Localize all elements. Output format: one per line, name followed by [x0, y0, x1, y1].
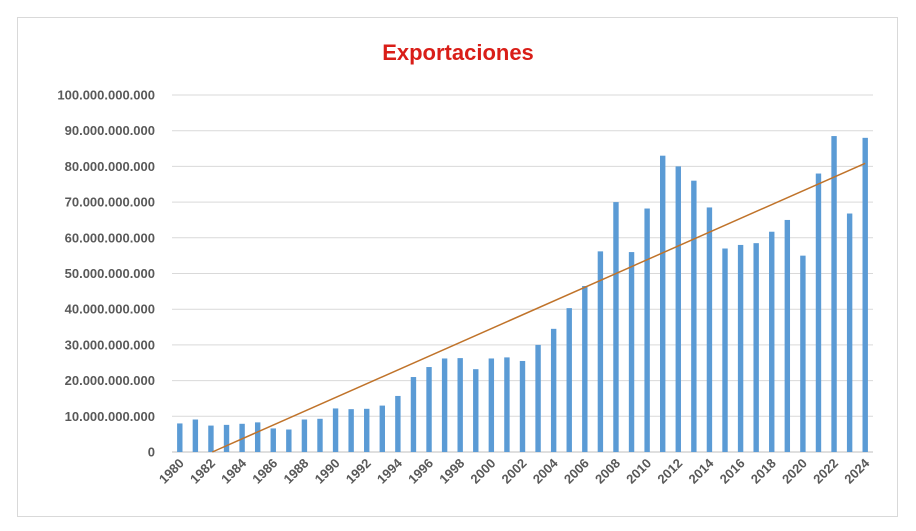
x-tick-label: 2024	[841, 455, 873, 487]
bar	[254, 422, 261, 452]
x-tick-label: 2014	[685, 455, 717, 487]
x-tick-label: 2020	[779, 456, 810, 487]
y-tick-label: 30.000.000.000	[65, 337, 155, 352]
bar	[800, 255, 806, 452]
x-tick-label: 1988	[280, 456, 311, 487]
bar	[410, 377, 417, 452]
bar	[706, 207, 713, 452]
bar	[644, 208, 650, 452]
x-axis: 1980 1982 1984 1986 1988 1990 1992 1994 1996 1998…	[156, 455, 873, 487]
bar	[348, 409, 354, 452]
bar	[722, 248, 728, 452]
x-tick-label: 2018	[748, 456, 779, 487]
bar	[395, 395, 401, 452]
x-tick-label: 2006	[561, 456, 592, 487]
bar	[737, 244, 744, 452]
y-tick-label: 40.000.000.000	[65, 302, 155, 317]
y-axis: 0 10.000.000.000 20.000.000.000 30.000.000.…	[57, 88, 155, 460]
bar	[613, 202, 619, 452]
y-tick-label: 70.000.000.000	[65, 195, 155, 210]
bar	[379, 405, 385, 452]
bar	[473, 369, 479, 452]
y-tick-label: 80.000.000.000	[65, 159, 155, 174]
bar	[239, 423, 245, 452]
bar	[286, 429, 292, 452]
bar	[519, 360, 526, 452]
x-tick-label: 1994	[374, 455, 406, 487]
x-tick-label: 2012	[654, 456, 685, 487]
y-tick-label: 50.000.000.000	[65, 266, 155, 281]
x-tick-label: 2010	[623, 456, 654, 487]
bar	[457, 358, 463, 452]
x-tick-label: 1986	[249, 456, 280, 487]
bar	[192, 419, 199, 452]
bar	[566, 308, 572, 452]
y-tick-label: 100.000.000.000	[57, 88, 155, 103]
bar	[488, 358, 495, 452]
x-tick-label: 2002	[499, 456, 530, 487]
bar	[660, 155, 666, 452]
bar	[317, 418, 323, 452]
bar	[332, 408, 339, 452]
bar	[815, 173, 822, 453]
chart-title: Exportaciones	[382, 40, 534, 65]
bar	[441, 358, 448, 452]
y-tick-label: 20.000.000.000	[65, 373, 155, 388]
x-tick-label: 1990	[312, 456, 343, 487]
bar	[270, 428, 276, 452]
trendline-path	[212, 162, 866, 453]
bar	[504, 357, 510, 452]
y-tick-label: 0	[148, 445, 155, 460]
y-tick-label: 90.000.000.000	[65, 123, 155, 138]
bar	[831, 136, 837, 452]
bar	[753, 243, 759, 452]
bar	[691, 180, 697, 452]
x-tick-label: 1982	[187, 456, 218, 487]
bar	[597, 251, 604, 452]
x-tick-label: 1984	[218, 455, 250, 487]
x-tick-label: 2004	[530, 455, 562, 487]
bar	[364, 408, 370, 452]
bar	[846, 213, 853, 452]
bar	[223, 424, 230, 452]
bar	[769, 231, 775, 452]
x-tick-label: 1992	[343, 456, 374, 487]
x-tick-label: 2016	[717, 456, 748, 487]
x-tick-label: 1998	[436, 456, 467, 487]
bar	[675, 166, 681, 452]
bar	[177, 423, 183, 452]
bar	[535, 344, 541, 452]
bar	[628, 252, 635, 452]
bar	[208, 425, 214, 452]
x-tick-label: 2022	[810, 456, 841, 487]
x-tick-label: 1996	[405, 456, 436, 487]
y-tick-label: 10.000.000.000	[65, 409, 155, 424]
y-tick-label: 60.000.000.000	[65, 230, 155, 245]
bar	[426, 367, 432, 452]
trendline	[212, 162, 866, 453]
bar	[582, 285, 588, 452]
bar	[550, 328, 557, 452]
bar	[301, 419, 308, 452]
bar	[862, 137, 868, 452]
x-tick-label: 2008	[592, 456, 623, 487]
bar	[784, 219, 791, 452]
bars	[177, 136, 868, 453]
x-tick-label: 1980	[156, 456, 187, 487]
x-tick-label: 2000	[467, 456, 498, 487]
